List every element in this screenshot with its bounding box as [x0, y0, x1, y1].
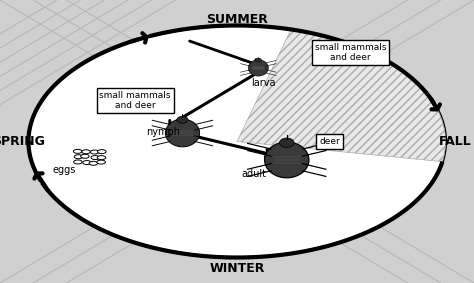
- Text: SPRING: SPRING: [0, 135, 46, 148]
- Ellipse shape: [97, 156, 106, 160]
- Ellipse shape: [280, 138, 294, 147]
- Ellipse shape: [82, 150, 91, 154]
- Text: nymph: nymph: [146, 127, 181, 137]
- Text: SUMMER: SUMMER: [206, 13, 268, 26]
- Polygon shape: [237, 29, 446, 162]
- Text: WINTER: WINTER: [210, 262, 264, 275]
- Ellipse shape: [82, 160, 91, 164]
- Ellipse shape: [74, 155, 83, 159]
- Ellipse shape: [73, 149, 82, 153]
- Ellipse shape: [255, 58, 262, 62]
- Ellipse shape: [91, 150, 99, 154]
- Ellipse shape: [89, 161, 98, 165]
- Ellipse shape: [28, 25, 446, 258]
- Text: deer: deer: [319, 137, 340, 146]
- Ellipse shape: [248, 60, 268, 76]
- Ellipse shape: [73, 160, 82, 164]
- Ellipse shape: [165, 119, 200, 147]
- Text: small mammals
and deer: small mammals and deer: [100, 91, 171, 110]
- Text: FALL: FALL: [438, 135, 472, 148]
- Text: adult: adult: [241, 169, 266, 179]
- Text: small mammals
and deer: small mammals and deer: [315, 43, 386, 62]
- Ellipse shape: [264, 142, 309, 178]
- Text: eggs: eggs: [52, 165, 76, 175]
- Ellipse shape: [98, 150, 106, 154]
- Text: larva: larva: [251, 78, 275, 89]
- Ellipse shape: [177, 116, 188, 123]
- Ellipse shape: [81, 154, 89, 158]
- Ellipse shape: [97, 160, 105, 164]
- Ellipse shape: [91, 156, 100, 160]
